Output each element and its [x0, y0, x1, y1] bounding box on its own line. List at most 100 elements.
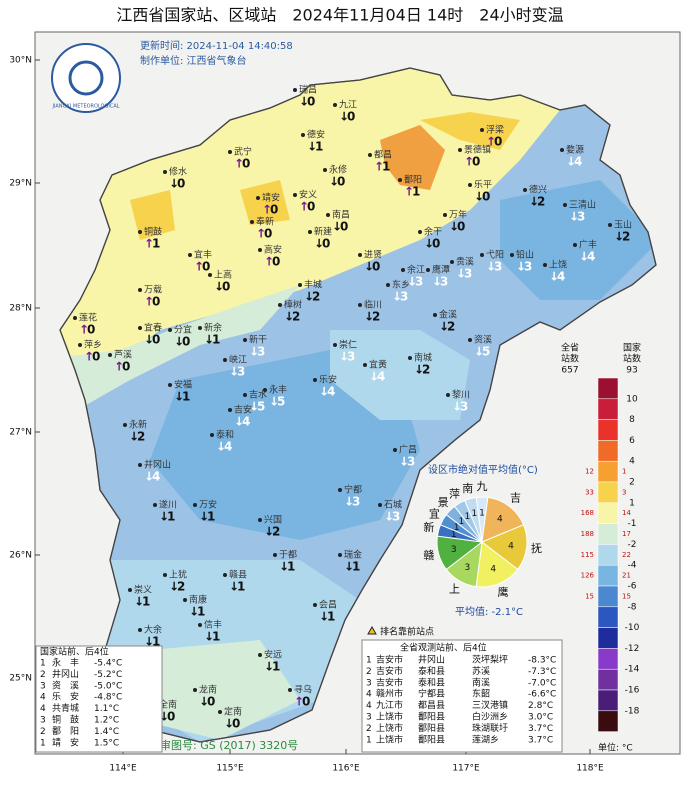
station-arrow: ↓ [314, 237, 324, 251]
station-value: 0 [222, 280, 230, 294]
table-cell: 井冈山 [52, 668, 79, 680]
station-value: 2 [447, 320, 455, 334]
station-name: 樟树 [284, 299, 302, 311]
table-cell: 东韶 [472, 688, 490, 700]
legend-level: 2 [629, 478, 635, 488]
station-arrow: ↓ [129, 430, 139, 444]
station-arrow: ↓ [216, 440, 226, 454]
station-value: 0 [270, 203, 278, 217]
station-arrow: ↓ [569, 210, 579, 224]
legend-count: 3 [622, 488, 626, 496]
station-value: 2 [372, 310, 380, 324]
station-value: 0 [152, 295, 160, 309]
station-name: 鄱阳 [404, 175, 422, 186]
legend-total: 93 [626, 366, 637, 376]
legend-header: 全省 [561, 342, 579, 354]
producer: 制作单位: 江西省气象台 [140, 54, 247, 67]
legend-color [597, 606, 619, 628]
table-cell: 吉安市 [376, 665, 403, 677]
legend-header: 国家 [623, 342, 641, 354]
pie-label: 上 [449, 583, 460, 596]
station-arrow: ↓ [319, 610, 329, 624]
station-value: 0 [372, 260, 380, 274]
station-name: 新建 [314, 226, 332, 238]
legend-level: -2 [628, 540, 637, 550]
station-dot [510, 253, 514, 257]
pie-slice [464, 496, 483, 543]
station-dot [223, 358, 227, 362]
station-value: 0 [167, 710, 175, 724]
station-value: 3 [415, 275, 423, 289]
pie-value: 4 [497, 514, 503, 524]
station-name: 进贤 [364, 250, 382, 261]
legend-count: 22 [622, 551, 631, 559]
table-cell: 上饶市 [376, 722, 403, 734]
station-dot [543, 263, 547, 267]
table-cell: 2.8°C [528, 701, 553, 711]
station-dot [193, 503, 197, 507]
station-dot [163, 573, 167, 577]
station-arrow: ↓ [344, 560, 354, 574]
station-arrow: ↓ [344, 495, 354, 509]
station-arrow: ↓ [424, 237, 434, 251]
legend-count: 1 [622, 468, 626, 476]
station-name: 瑞金 [344, 549, 362, 561]
station-dot [288, 688, 292, 692]
station-value: 1 [287, 560, 295, 574]
station-dot [210, 433, 214, 437]
station-dot [243, 393, 247, 397]
station-value: 4 [327, 385, 335, 399]
legend-color [597, 460, 619, 483]
legend-count: 12 [585, 468, 594, 476]
station-value: 0 [322, 237, 330, 251]
station-name: 德兴 [529, 184, 547, 196]
lat-label: 30°N [9, 56, 32, 66]
station-value: 4 [224, 440, 232, 454]
station-dot [108, 353, 112, 357]
station-name: 乐安 [319, 374, 337, 386]
station-name: 高安 [264, 244, 282, 256]
legend-level: 1 [629, 498, 635, 508]
table-cell: 4 [40, 704, 46, 714]
station-value: 1 [152, 635, 160, 649]
station-name: 龙南 [199, 684, 217, 696]
table-cell: 鄱 阳 [52, 726, 79, 737]
station-dot [128, 588, 132, 592]
pie-label: 景 [438, 496, 449, 509]
station-value: 0 [302, 695, 310, 709]
station-arrow: ↓ [456, 267, 466, 281]
station-value: 2 [272, 525, 280, 539]
station-dot [258, 518, 262, 522]
station-value: 3 [347, 350, 355, 364]
station-name: 瑞昌 [299, 84, 317, 96]
station-dot [418, 230, 422, 234]
table-cell: 鄱阳县 [418, 723, 445, 734]
station-dot [256, 196, 260, 200]
station-value: 5 [257, 400, 265, 414]
station-name: 永新 [129, 419, 147, 431]
legend-color [597, 648, 619, 670]
table-cell: 南溪 [472, 676, 490, 688]
station-name: 广丰 [579, 239, 597, 251]
station-arrow: ↓ [614, 230, 624, 244]
station-name: 分宜 [174, 324, 192, 336]
station-name: 宜春 [144, 322, 162, 334]
legend-level: -14 [625, 665, 640, 675]
station-arrow: ↑ [486, 135, 496, 149]
station-dot [278, 303, 282, 307]
table-cell: 鄱阳县 [418, 712, 445, 723]
legend-count: 17 [622, 530, 631, 538]
station-dot [563, 203, 567, 207]
station-arrow: ↓ [407, 275, 417, 289]
station-name: 奉新 [256, 216, 274, 228]
station-arrow: ↓ [229, 365, 239, 379]
pie-value: 1 [465, 512, 471, 522]
pie-label: 抚 [531, 541, 542, 555]
station-dot [446, 393, 450, 397]
station-dot [378, 503, 382, 507]
legend-color [597, 544, 619, 566]
station-arrow: ↓ [264, 525, 274, 539]
station-dot [393, 448, 397, 452]
pie-label: 宜 [429, 507, 440, 521]
station-dot [198, 623, 202, 627]
